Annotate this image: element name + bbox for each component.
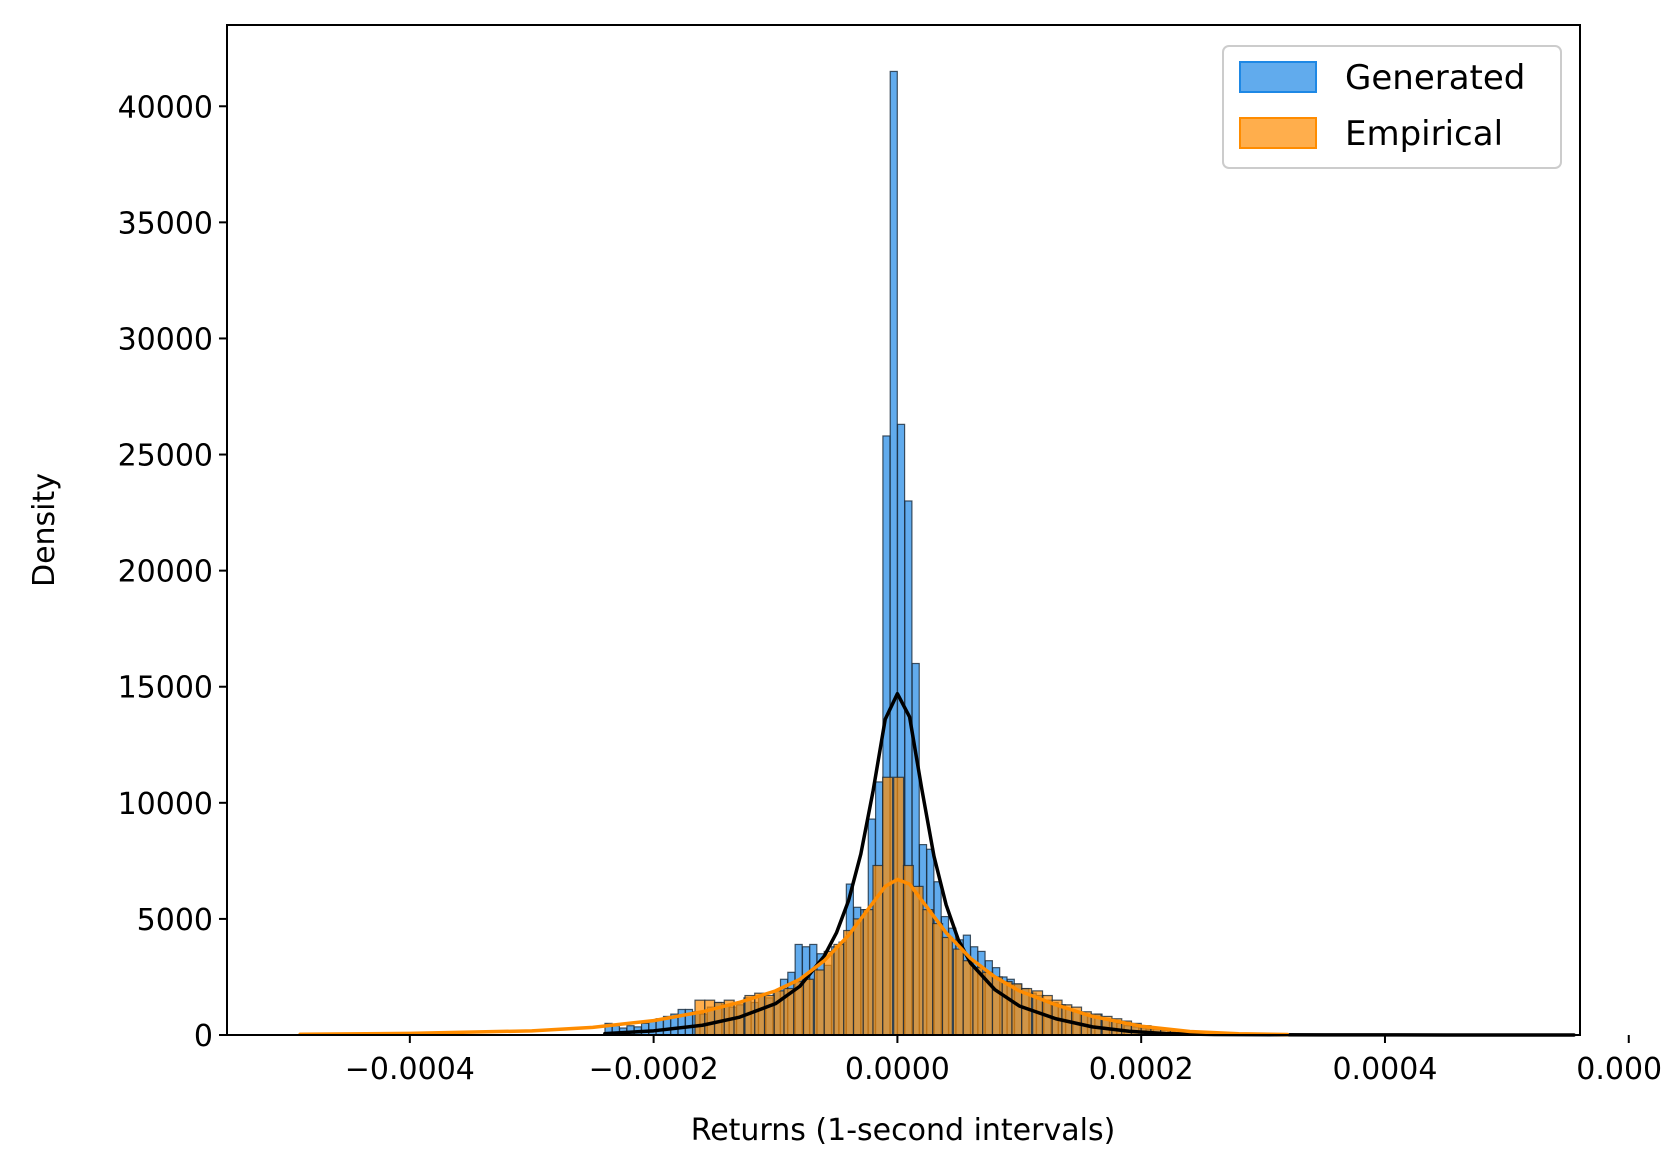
empirical-bar: [704, 999, 716, 1036]
y-tick-label: 0: [194, 1019, 213, 1054]
empirical-bar: [852, 918, 864, 1036]
empirical-bar: [843, 929, 855, 1036]
y-tick-label: 35000: [118, 206, 213, 241]
empirical-bar: [972, 967, 984, 1036]
empirical-bar: [862, 909, 874, 1036]
empirical-bar: [823, 950, 835, 1036]
empirical-bar: [813, 969, 825, 1036]
generated-bar: [640, 1022, 650, 1036]
legend-label-empirical: Empirical: [1345, 114, 1503, 154]
empirical-bar: [1001, 980, 1013, 1036]
legend-swatch-empirical: [1239, 117, 1317, 149]
empirical-bar: [991, 976, 1003, 1036]
generated-bar: [648, 1020, 657, 1036]
empirical-bar: [941, 936, 953, 1036]
y-tick-label: 20000: [118, 555, 213, 590]
empirical-bar: [802, 978, 814, 1036]
y-tick-label: 5000: [137, 903, 213, 938]
x-axis-label: Returns (1-second intervals): [691, 1113, 1116, 1148]
y-tick-label: 15000: [118, 671, 213, 706]
y-axis-label: Density: [27, 473, 62, 587]
generated-bar: [677, 1008, 686, 1036]
empirical-bar: [893, 776, 905, 1036]
x-tick-label: 0.0006: [1576, 1052, 1661, 1087]
legend-swatch-generated: [1239, 61, 1317, 93]
x-tick-label: 0.0000: [845, 1052, 950, 1087]
empirical-bar: [754, 992, 766, 1036]
x-tick-label: 0.0004: [1332, 1052, 1437, 1087]
empirical-kde-line: [298, 877, 1290, 1037]
empirical-bar: [932, 922, 944, 1036]
x-tick-label: 0.0002: [1089, 1052, 1194, 1087]
empirical-bar: [952, 948, 964, 1036]
empirical-bar: [962, 960, 974, 1036]
x-axis: −0.0004 −0.0002 0.0000 0.0002 0.0004 0.0006: [345, 1035, 1661, 1087]
empirical-bar: [922, 909, 934, 1036]
y-axis: 0 5000 10000 15000 20000 25000 30000 35000 40000: [118, 90, 227, 1054]
empirical-bar: [882, 776, 894, 1036]
y-tick-label: 40000: [118, 90, 213, 125]
empirical-bar: [912, 885, 924, 1036]
x-tick-label: −0.0004: [345, 1052, 475, 1087]
y-tick-label: 25000: [118, 439, 213, 474]
legend-label-generated: Generated: [1345, 58, 1525, 98]
y-tick-label: 30000: [118, 322, 213, 357]
empirical-bar: [694, 999, 706, 1036]
empirical-bar: [902, 864, 914, 1036]
empirical-bar: [833, 943, 845, 1036]
y-tick-label: 10000: [118, 787, 213, 822]
empirical-bar: [763, 994, 775, 1036]
generated-kde-line: [603, 691, 1576, 1037]
legend: Generated Empirical: [1222, 45, 1562, 169]
x-tick-label: −0.0002: [589, 1052, 719, 1087]
axes-frame: [226, 24, 1581, 1036]
